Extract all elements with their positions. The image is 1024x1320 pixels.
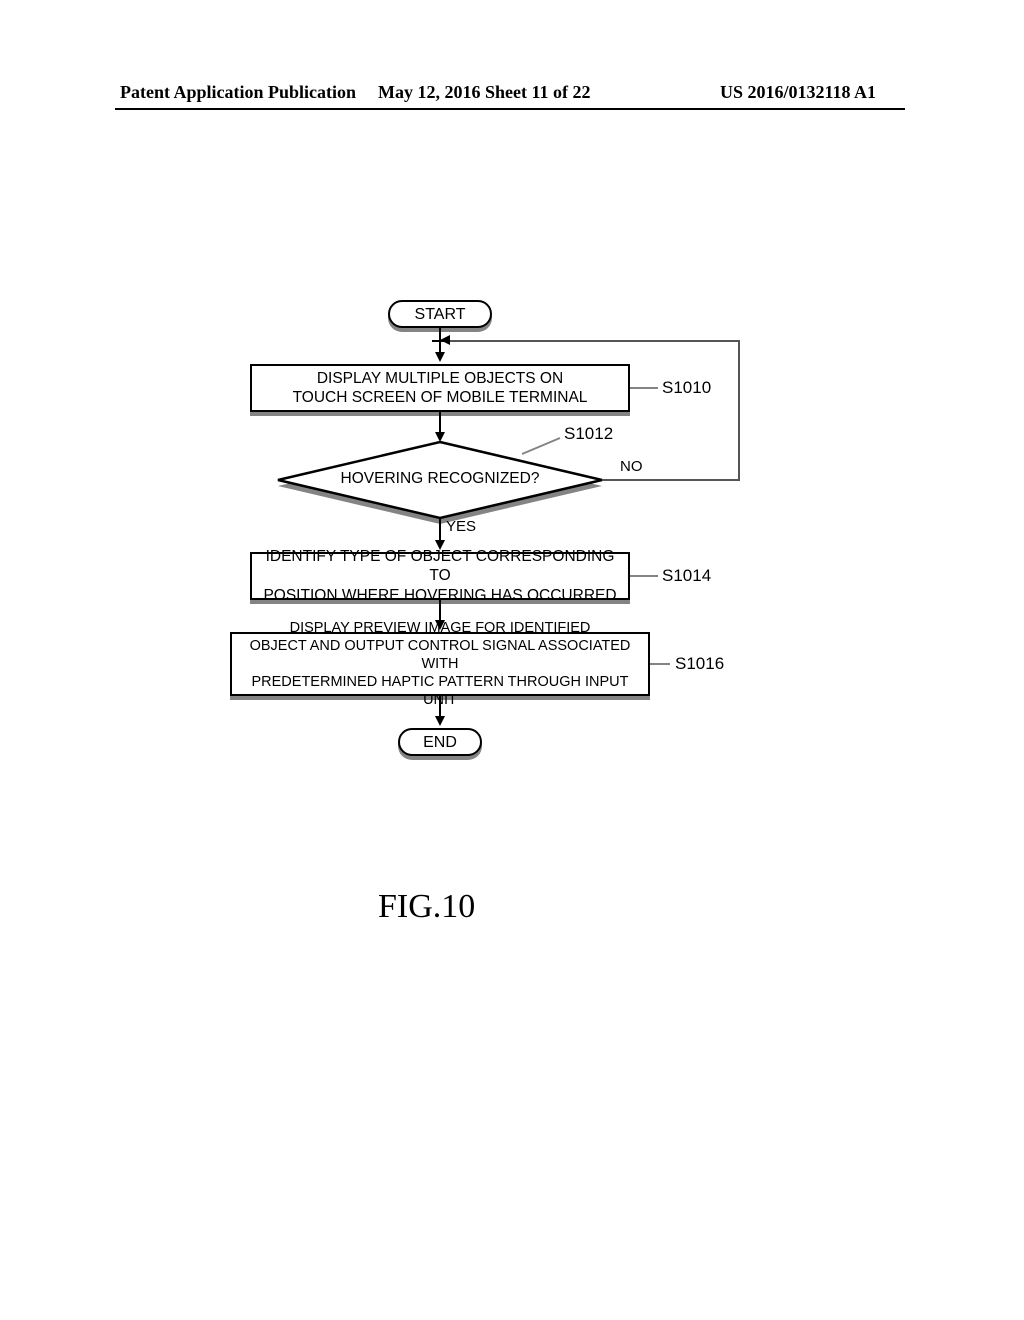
start-label: START bbox=[415, 306, 466, 323]
yes-label: YES bbox=[446, 518, 476, 535]
edge-s1010-s1012 bbox=[439, 412, 441, 434]
no-label: NO bbox=[620, 458, 643, 475]
header-mid: May 12, 2016 Sheet 11 of 22 bbox=[378, 82, 590, 103]
header-rule bbox=[115, 108, 905, 110]
page-header: Patent Application Publication May 12, 2… bbox=[0, 82, 1024, 110]
s1012-text: HOVERING RECOGNIZED? bbox=[278, 470, 602, 488]
arrowhead-5 bbox=[435, 716, 445, 726]
edge-s1016-end bbox=[439, 696, 441, 718]
s1014-label: S1014 bbox=[662, 566, 711, 586]
arrowhead-1 bbox=[435, 352, 445, 362]
s1014-text: IDENTIFY TYPE OF OBJECT CORRESPONDING TO… bbox=[258, 547, 622, 605]
end-label: END bbox=[423, 734, 457, 751]
s1012-leader bbox=[522, 434, 568, 458]
arrowhead-no bbox=[440, 335, 450, 345]
end-terminator: END bbox=[398, 728, 482, 756]
s1014-leader bbox=[630, 575, 658, 577]
page-root: Patent Application Publication May 12, 2… bbox=[0, 0, 1024, 1320]
edge-s1012-s1014 bbox=[439, 518, 441, 542]
header-right: US 2016/0132118 A1 bbox=[720, 82, 876, 103]
s1012-label: S1012 bbox=[564, 424, 613, 444]
s1010-process: DISPLAY MULTIPLE OBJECTS ON TOUCH SCREEN… bbox=[250, 364, 630, 412]
figure-caption: FIG.10 bbox=[378, 888, 475, 926]
edge-no-h1 bbox=[602, 479, 740, 481]
start-terminator: START bbox=[388, 300, 492, 328]
s1010-text: DISPLAY MULTIPLE OBJECTS ON TOUCH SCREEN… bbox=[293, 369, 588, 408]
s1016-leader bbox=[650, 663, 670, 665]
s1016-label: S1016 bbox=[675, 654, 724, 674]
arrowhead-2 bbox=[435, 432, 445, 442]
s1016-process: DISPLAY PREVIEW IMAGE FOR IDENTIFIED OBJ… bbox=[230, 632, 650, 696]
s1010-leader bbox=[630, 387, 658, 389]
s1014-process: IDENTIFY TYPE OF OBJECT CORRESPONDING TO… bbox=[250, 552, 630, 600]
edge-no-h2 bbox=[448, 340, 740, 342]
header-left: Patent Application Publication bbox=[120, 82, 356, 103]
edge-no-v bbox=[738, 340, 740, 480]
s1010-label: S1010 bbox=[662, 378, 711, 398]
